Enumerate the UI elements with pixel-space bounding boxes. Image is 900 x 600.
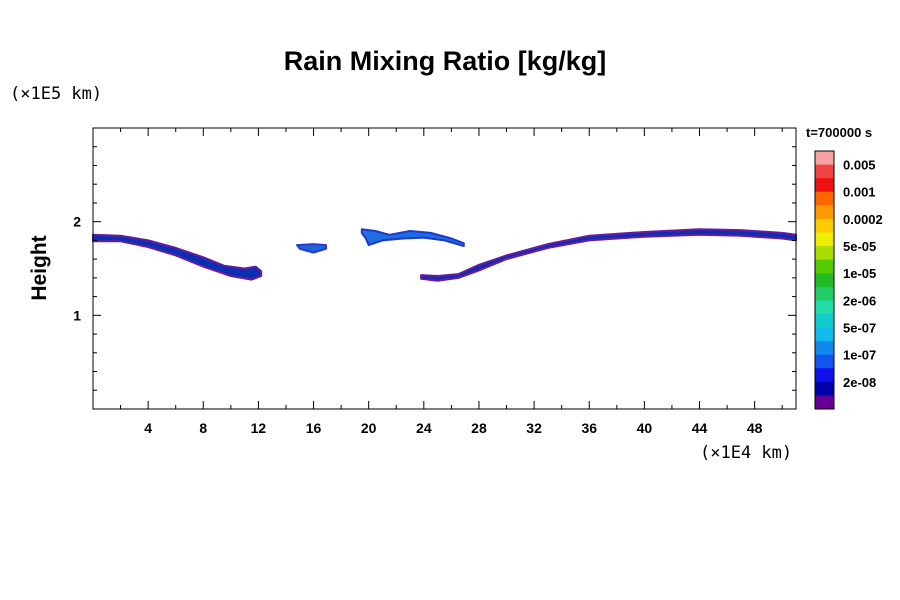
x-tick-label: 48 bbox=[747, 420, 763, 436]
colorbar-swatch bbox=[815, 246, 834, 261]
colorbar-swatch bbox=[815, 191, 834, 206]
colorbar-label: 1e-07 bbox=[843, 348, 876, 363]
colorbar-swatch bbox=[815, 178, 834, 193]
rain-feature-band-right bbox=[420, 228, 797, 282]
rain-feature-blob-small bbox=[296, 243, 327, 254]
colorbar-swatch bbox=[815, 286, 834, 301]
x-tick-label: 4 bbox=[144, 420, 152, 436]
x-tick-label: 36 bbox=[581, 420, 597, 436]
x-tick-label: 40 bbox=[637, 420, 653, 436]
colorbar-swatch bbox=[815, 368, 834, 383]
x-tick-label: 28 bbox=[471, 420, 487, 436]
colorbar-swatch bbox=[815, 232, 834, 247]
colorbar-label: 5e-07 bbox=[843, 321, 876, 336]
colorbar-swatch bbox=[815, 395, 834, 410]
x-tick-label: 24 bbox=[416, 420, 432, 436]
plot-frame bbox=[92, 127, 797, 410]
x-axis-unit: (×1E4 km) bbox=[700, 443, 793, 463]
colorbar-swatch bbox=[815, 218, 834, 233]
y-tick-label: 2 bbox=[73, 214, 81, 230]
colorbar-swatch bbox=[815, 259, 834, 274]
colorbar-swatch bbox=[815, 151, 834, 166]
rain-features bbox=[92, 228, 797, 282]
rain-feature-band-left bbox=[92, 233, 263, 281]
colorbar-swatch bbox=[815, 354, 834, 369]
colorbar-swatch bbox=[815, 381, 834, 396]
colorbar-swatch bbox=[815, 300, 834, 315]
colorbar-label: 0.0002 bbox=[843, 212, 883, 227]
colorbar-swatch bbox=[815, 205, 834, 220]
colorbar-label: 1e-05 bbox=[843, 266, 876, 281]
colorbar-label: 2e-08 bbox=[843, 375, 876, 390]
colorbar-label: 0.001 bbox=[843, 185, 876, 200]
colorbar-label: 0.005 bbox=[843, 158, 876, 173]
colorbar-swatch bbox=[815, 327, 834, 342]
x-tick-label: 12 bbox=[251, 420, 267, 436]
y-tick-label: 1 bbox=[73, 307, 81, 323]
chart-title: Rain Mixing Ratio [kg/kg] bbox=[283, 46, 607, 76]
colorbar-swatch bbox=[815, 313, 834, 329]
colorbar-swatch bbox=[815, 341, 834, 356]
x-tick-label: 44 bbox=[692, 420, 708, 436]
x-tick-label: 16 bbox=[306, 420, 322, 436]
colorbar-label: 5e-05 bbox=[843, 239, 876, 254]
rain-feature-arc-upper bbox=[360, 228, 465, 247]
colorbar-frame bbox=[814, 150, 835, 410]
colorbar: 0.005 0.001 0.0002 5e-05 1e-05 2e-06 5e-07 1e-0… bbox=[814, 150, 883, 410]
colorbar-swatch bbox=[815, 273, 834, 288]
y-axis-unit: (×1E5 km) bbox=[10, 84, 103, 104]
x-tick-label: 8 bbox=[199, 420, 207, 436]
colorbar-label: 2e-06 bbox=[843, 293, 876, 308]
x-tick-label: 20 bbox=[361, 420, 377, 436]
x-tick-label: 32 bbox=[526, 420, 542, 436]
time-label: t=700000 s bbox=[806, 125, 873, 140]
colorbar-swatch bbox=[815, 164, 834, 179]
